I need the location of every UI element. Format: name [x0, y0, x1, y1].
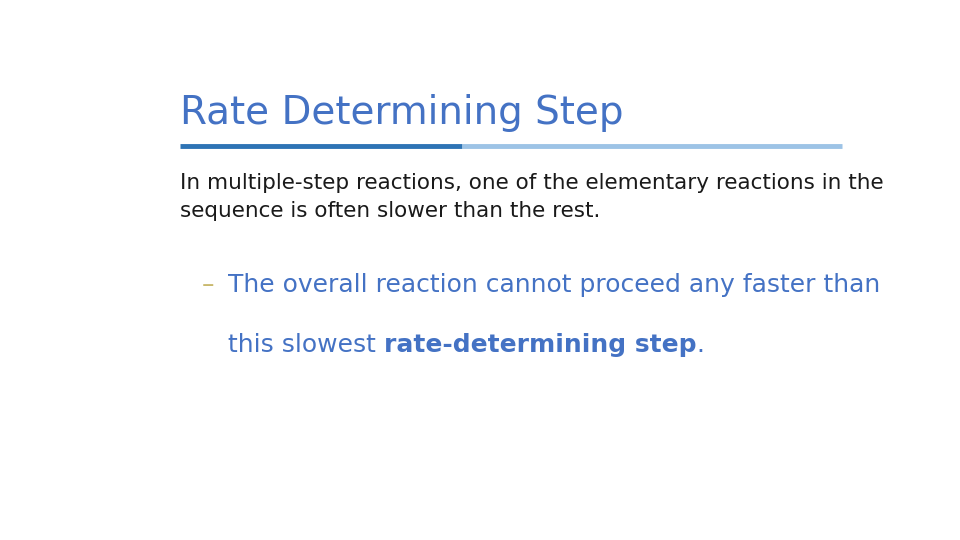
- Text: In multiple-step reactions, one of the elementary reactions in the
sequence is o: In multiple-step reactions, one of the e…: [180, 173, 883, 221]
- Text: The overall reaction cannot proceed any faster than: The overall reaction cannot proceed any …: [228, 273, 880, 296]
- Text: .: .: [696, 333, 705, 357]
- Text: –: –: [202, 273, 214, 296]
- Text: rate-determining step: rate-determining step: [384, 333, 696, 357]
- Text: Rate Determining Step: Rate Determining Step: [180, 94, 623, 132]
- Text: this slowest: this slowest: [228, 333, 384, 357]
